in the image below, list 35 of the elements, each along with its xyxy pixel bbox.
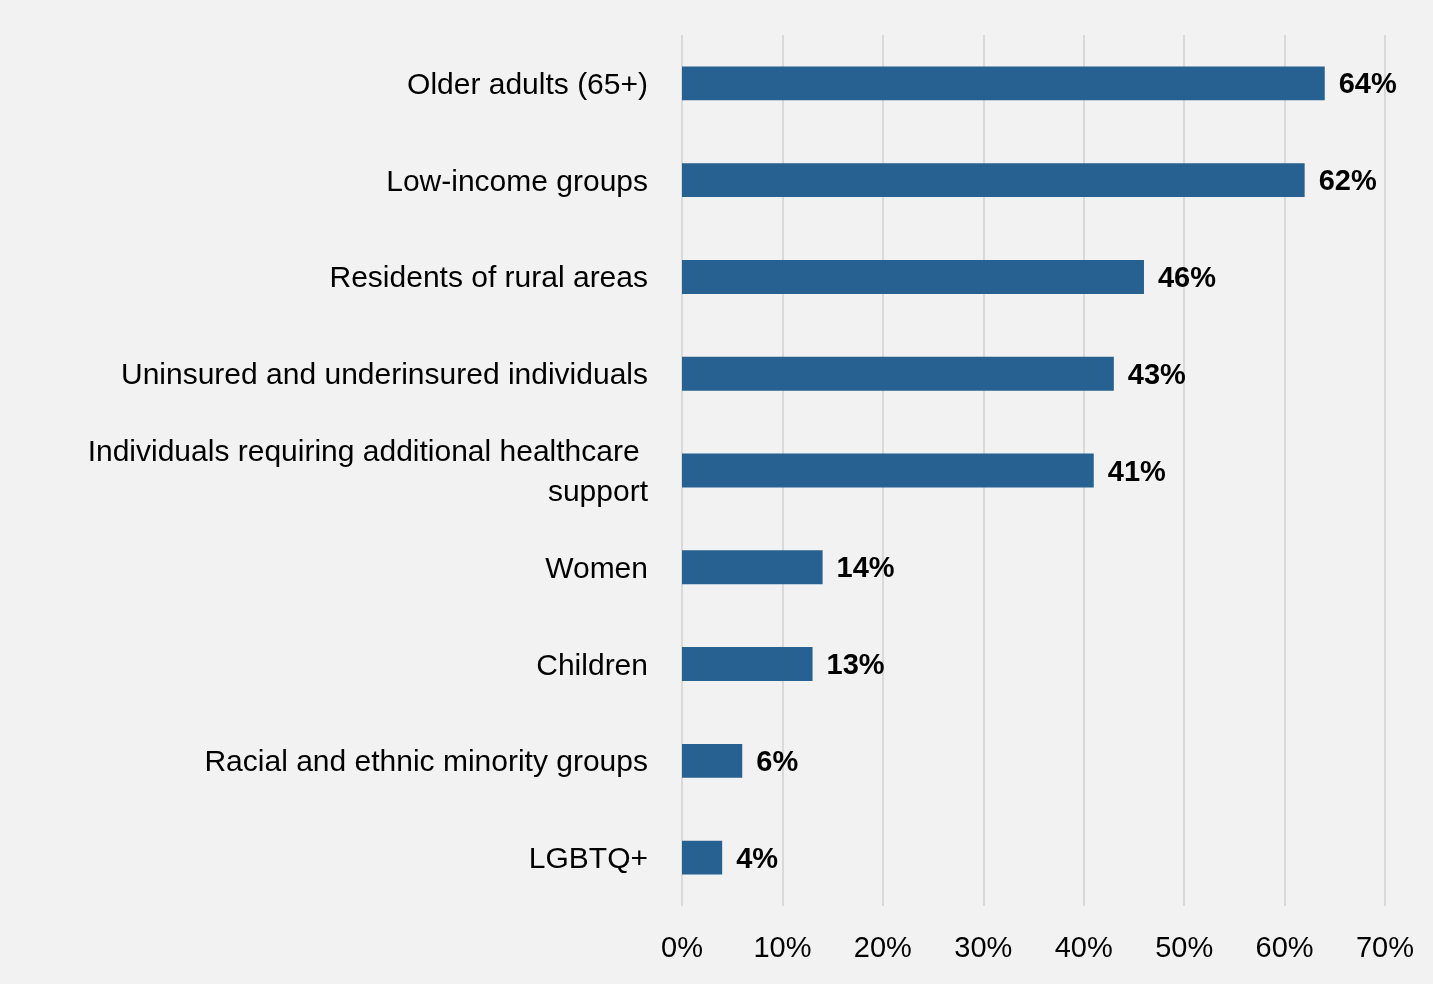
bar (682, 840, 723, 875)
x-tick-label: 50% (1155, 930, 1214, 963)
x-tick-label: 70% (1355, 930, 1415, 963)
y-tick-label: Older adults (65+) (407, 66, 648, 100)
x-tick-label: 40% (1054, 930, 1113, 963)
y-tick-label: Low-income groups (386, 163, 648, 197)
x-tick-label: 20% (853, 930, 912, 963)
x-tick-label: 30% (954, 930, 1013, 963)
bar (682, 453, 1094, 488)
bar (682, 356, 1114, 391)
data-label: 14% (836, 551, 895, 584)
bar (682, 260, 1144, 294)
x-tick-label: 60% (1255, 930, 1314, 963)
x-tick-label: 10% (753, 930, 812, 963)
y-tick-label: LGBTQ+ (528, 841, 648, 875)
data-label: 64% (1338, 67, 1397, 100)
bar (682, 550, 823, 585)
y-tick-label: Residents of rural areas (329, 260, 648, 294)
data-label: 62% (1318, 164, 1377, 197)
data-label: 46% (1157, 260, 1217, 293)
bar (682, 66, 1325, 101)
x-tick-label: 0% (661, 930, 703, 963)
y-tick-label: Children (536, 647, 648, 681)
data-label: 43% (1127, 357, 1187, 390)
data-label: 41% (1107, 454, 1167, 487)
bar (682, 647, 813, 681)
data-label: 6% (756, 744, 799, 777)
y-tick-label: Racial and ethnic minority groups (204, 744, 648, 778)
bar (682, 163, 1305, 198)
y-tick-label: Uninsured and underinsured individuals (120, 357, 648, 391)
data-label: 4% (736, 841, 779, 874)
bar (682, 743, 743, 778)
y-tick-label: Individuals requiring additional healthcare support (87, 434, 649, 507)
y-tick-label: Women (545, 550, 648, 584)
data-label: 13% (826, 648, 885, 681)
